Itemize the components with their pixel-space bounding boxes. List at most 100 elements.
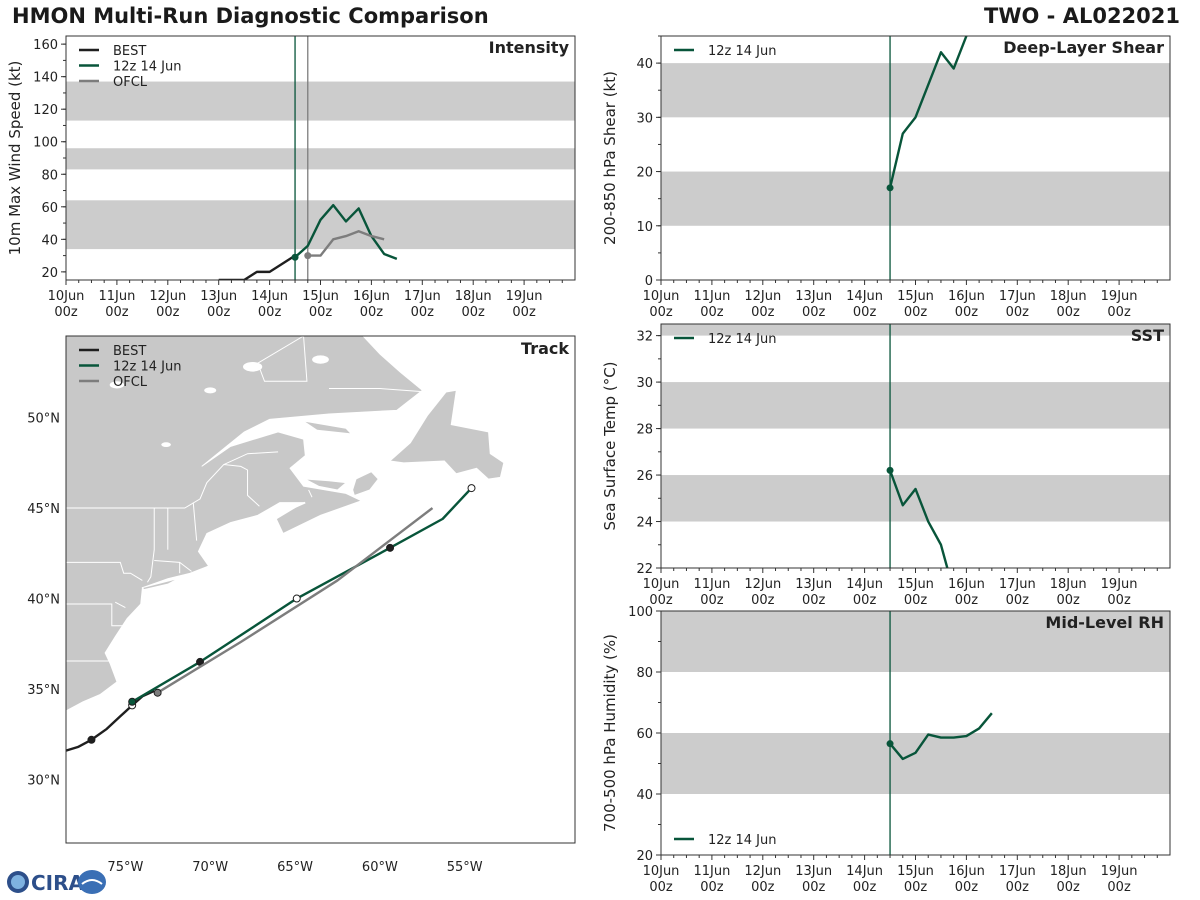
intensity-xtick-label: 00z [54,305,78,320]
rh-xtick-label: 18Jun [1050,864,1087,879]
shear-series-line [888,36,968,189]
sst-xtick-label: 00z [1107,593,1131,608]
border-us-canada [66,464,260,509]
sst-ylabel: Sea Surface Temp (°C) [601,361,619,530]
shear-xtick-label: 18Jun [1050,289,1087,304]
shear-xtick-label: 14Jun [846,289,883,304]
sst-xtick-label: 00z [649,593,673,608]
rh-xtick-label: 00z [649,880,673,895]
intensity-series-point [291,253,299,261]
land-anticosti [303,420,353,435]
rh-ytick-label: 60 [636,727,653,742]
border-de [114,601,126,609]
intensity-xtick-label: 10Jun [48,289,85,304]
rh-xtick-label: 11Jun [693,864,730,879]
rh-plot-area [661,611,1170,855]
shear-xtick-label: 00z [1057,305,1081,320]
shear-ytick-label: 40 [636,57,653,72]
intensity-xtick-label: 14Jun [251,289,288,304]
shear-ytick-label: 30 [636,111,653,126]
rh-xtick-label: 17Jun [999,864,1036,879]
border-nh-me [192,502,198,541]
sst-xtick-label: 14Jun [846,577,883,592]
track-point [467,484,476,493]
intensity-xtick-label: 19Jun [506,289,543,304]
rh-xtick-label: 00z [904,880,928,895]
intensity-xtick-label: 13Jun [200,289,237,304]
sst-ytick-label: 26 [636,469,653,484]
shear-ytick-label: 0 [645,274,653,289]
intensity-band [66,200,575,250]
sst-xtick-label: 13Jun [795,577,832,592]
border-labrador [257,336,308,382]
border-qc-labrador [328,388,430,393]
rh-xtick-label: 00z [700,880,724,895]
sst-xtick-label: 12Jun [744,577,781,592]
intensity-xtick-label: 00z [309,305,333,320]
border-ny-pa [66,561,143,581]
intensity-xtick-label: 00z [105,305,129,320]
rh-xtick-label: 00z [1107,880,1131,895]
intensity-xtick-label: 12Jun [149,289,186,304]
sst-xtick-label: 00z [904,593,928,608]
shear-xtick-label: 15Jun [897,289,934,304]
intensity-ylabel: 10m Max Wind Speed (kt) [6,61,24,256]
rh-title: Mid-Level RH [1045,613,1164,632]
shear-plot-area [661,36,1170,280]
sst-series-line [888,469,949,568]
globe-core-icon [11,875,25,889]
intensity-band [66,81,575,121]
sst-series-point [886,466,894,474]
shear-xtick-label: 00z [700,305,724,320]
sst-xtick-label: 11Jun [693,577,730,592]
intensity-ytick-label: 40 [41,233,58,248]
sst-ytick-label: 32 [636,330,653,345]
intensity-ytick-label: 20 [41,266,58,281]
page-title: HMON Multi-Run Diagnostic Comparison [12,4,489,28]
intensity-xtick-label: 00z [360,305,384,320]
intensity-xtick-label: 11Jun [98,289,135,304]
border-ny-east [147,508,155,583]
intensity-plot-area [66,36,575,280]
intensity-ytick-label: 80 [41,168,58,183]
lake [243,361,263,372]
track-point [128,697,137,706]
track-legend-label: 12z 14 Jun [113,360,182,375]
sst-xtick-label: 10Jun [643,577,680,592]
track-lon-label: 70°W [192,860,228,875]
shear-ytick-label: 20 [636,166,653,181]
cira-logo: CIRA [7,870,106,895]
intensity-legend-label: OFCL [113,75,148,90]
land-pei [305,478,347,491]
sst-xtick-label: 17Jun [999,577,1036,592]
intensity-xtick-label: 18Jun [455,289,492,304]
shear-xtick-label: 00z [955,305,979,320]
storm-id-label: TWO - AL022021 [984,4,1180,28]
lake [161,442,171,448]
shear-xtick-label: 00z [853,305,877,320]
rh-xtick-label: 00z [853,880,877,895]
track-point [386,543,395,552]
shear-xtick-label: 00z [649,305,673,320]
sst-xtick-label: 00z [853,593,877,608]
land-newfoundland [389,389,505,480]
intensity-xtick-label: 16Jun [353,289,390,304]
track-point [196,657,205,666]
track-point [87,735,96,744]
intensity-ytick-label: 100 [33,136,58,151]
bay-of-fundy [276,501,306,517]
intensity-panel: 2040608010012014016010Jun00z11Jun00z12Ju… [6,35,576,320]
sst-legend-label: 12z 14 Jun [708,332,777,347]
shear-xtick-label: 17Jun [999,289,1036,304]
intensity-xtick-label: 00z [156,305,180,320]
shear-xtick-label: 16Jun [948,289,985,304]
track-lon-label: 60°W [362,860,398,875]
sst-xtick-label: 00z [751,593,775,608]
sst-title: SST [1131,326,1164,345]
lake [109,381,125,389]
track-lat-label: 40°N [27,593,60,608]
track-frame [65,335,576,844]
border-md [66,603,124,627]
sst-xtick-label: 18Jun [1050,577,1087,592]
sst-xtick-label: 00z [955,593,979,608]
